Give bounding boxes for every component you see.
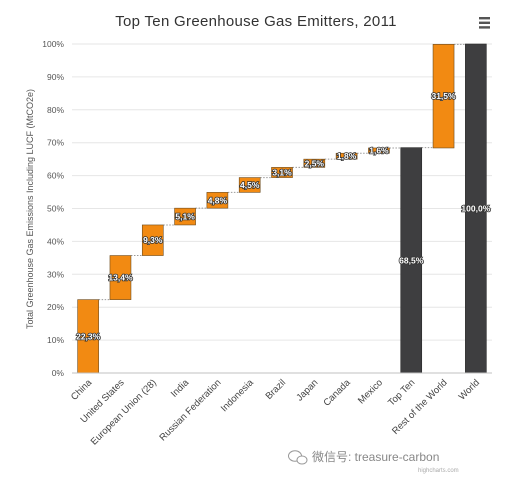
x-tick-label: Japan (294, 377, 320, 403)
y-tick-label: 50% (47, 204, 64, 214)
x-tick-label: Indonesia (219, 377, 256, 414)
data-label: 9,3% (143, 235, 163, 245)
y-axis-ticks: 0% 10% 20% 30% 40% 50% 60% 70% 80% 90% 100% (42, 39, 64, 378)
chart-menu-button[interactable] (474, 14, 494, 32)
y-tick-label: 80% (47, 105, 64, 115)
bar-brazil (271, 167, 293, 178)
x-tick-label: Russian Federation (157, 377, 223, 443)
x-tick-label: India (169, 377, 192, 400)
y-tick-label: 40% (47, 236, 64, 246)
bar-rest-of-the-world (432, 44, 455, 149)
y-tick-label: 70% (47, 138, 64, 148)
y-tick-label: 90% (47, 72, 64, 82)
data-label: 5,1% (175, 212, 195, 222)
y-tick-label: 100% (42, 39, 64, 49)
data-label: 1,8% (337, 151, 357, 161)
chart-title: Top Ten Greenhouse Gas Emitters, 2011 (115, 13, 397, 30)
data-label: 100,0% (461, 204, 490, 214)
bar-mexico (368, 147, 390, 154)
wechat-icon (288, 450, 308, 465)
data-labels: 22,3% 13,4% 9,3% 5,1% 4,8% 4,5% 3,1% 2,5% 1,8% 1,… (75, 90, 491, 342)
watermark-text: 微信号: treasure-carbon (312, 450, 439, 464)
x-tick-label: Top Ten (386, 377, 417, 408)
x-tick-label: World (457, 377, 482, 402)
x-tick-label: Canada (321, 377, 353, 409)
bars (77, 43, 487, 374)
x-tick-label: China (69, 377, 95, 403)
bar-india (174, 207, 196, 226)
y-axis-label: Total Greenhouse Gas Emissions Including… (25, 89, 35, 329)
watermark: 微信号: treasure-carbon highcharts.com (288, 450, 459, 474)
bar-european-union-28 (141, 224, 164, 256)
bar-indonesia (238, 177, 261, 193)
data-label: 68,5% (399, 255, 424, 265)
y-tick-label: 0% (52, 368, 65, 378)
data-label: 3,1% (272, 167, 292, 177)
bar-united-states (109, 255, 132, 300)
data-label: 4,8% (208, 195, 228, 205)
data-label: 22,3% (76, 331, 101, 341)
waterfall-connectors (98, 43, 466, 301)
x-tick-label: Mexico (356, 377, 385, 406)
bar-russian-federation (206, 192, 229, 209)
x-tick-label: Brazil (264, 377, 289, 402)
data-label: 2,5% (305, 158, 325, 168)
hamburger-menu-icon (479, 17, 490, 29)
y-tick-label: 20% (47, 302, 64, 312)
watermark-credit: highcharts.com (418, 468, 459, 474)
x-tick-label: Rest of the World (390, 377, 450, 437)
bar-canada (335, 152, 358, 160)
y-tick-label: 30% (47, 269, 64, 279)
grid-lines (72, 43, 492, 341)
data-label: 31,5% (431, 91, 456, 101)
bar-japan (303, 158, 326, 168)
y-tick-label: 10% (47, 335, 64, 345)
data-label: 1,6% (369, 146, 389, 156)
y-tick-label: 60% (47, 171, 64, 181)
data-label: 13,4% (108, 273, 133, 283)
data-label: 4,5% (240, 180, 260, 190)
